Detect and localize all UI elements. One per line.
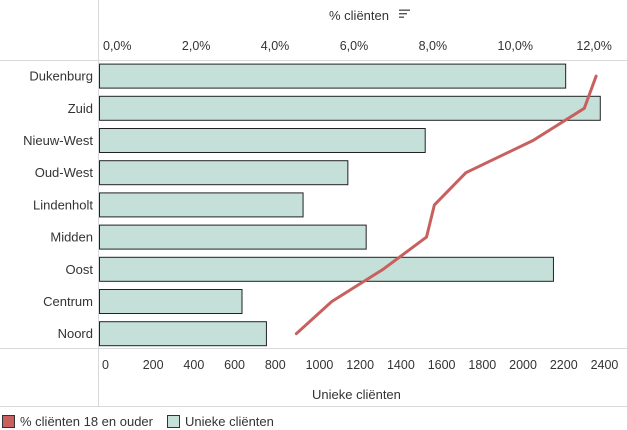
legend-item-bar[interactable]: Unieke cliënten xyxy=(166,414,274,429)
bar[interactable] xyxy=(99,321,267,347)
category-label[interactable]: Nieuw-West xyxy=(23,133,93,148)
bottom-tick-label: 2000 xyxy=(509,358,537,372)
top-tick-label: 8,0% xyxy=(419,39,448,53)
bottom-tick-label: 1800 xyxy=(468,358,496,372)
top-axis: % cliënten xyxy=(329,8,410,23)
bottom-axis-ticks: 0 200 400 600 800 1000 1200 1400 1600 1800 2000 220… xyxy=(102,358,618,372)
bar[interactable] xyxy=(99,160,349,186)
bottom-tick-label: 1400 xyxy=(387,358,415,372)
category-label[interactable]: Dukenburg xyxy=(29,69,93,84)
category-label[interactable]: Midden xyxy=(50,230,93,245)
category-label[interactable]: Noord xyxy=(58,326,93,341)
top-tick-label: 2,0% xyxy=(182,39,211,53)
legend-item-line[interactable]: % cliënten 18 en ouder xyxy=(2,414,153,429)
bottom-tick-label: 800 xyxy=(265,358,286,372)
sort-line-1 xyxy=(399,13,407,15)
bar[interactable] xyxy=(99,289,243,314)
legend-label-bar: Unieke cliënten xyxy=(184,414,274,429)
bottom-tick-label: 1000 xyxy=(306,358,334,372)
category-labels: Dukenburg Zuid Nieuw-West Oud-West Lindenhol… xyxy=(23,69,93,342)
bar[interactable] xyxy=(99,256,554,282)
legend: % cliënten 18 en ouder Unieke cliënten xyxy=(2,414,288,429)
legend-swatch-line xyxy=(2,415,15,428)
top-axis-ticks: 0,0% 2,0% 4,0% 6,0% 8,0% 10,0% 12,0% xyxy=(103,39,612,53)
category-label[interactable]: Oud-West xyxy=(35,165,94,180)
top-tick-label: 12,0% xyxy=(576,39,611,53)
top-tick-label: 4,0% xyxy=(261,39,290,53)
category-label[interactable]: Lindenholt xyxy=(33,197,93,212)
top-axis-title[interactable]: % cliënten xyxy=(329,8,389,23)
category-label[interactable]: Zuid xyxy=(68,101,93,116)
legend-label-line: % cliënten 18 en ouder xyxy=(20,414,153,429)
top-tick-label: 6,0% xyxy=(340,39,369,53)
category-label[interactable]: Oost xyxy=(66,262,94,277)
top-tick-label: 0,0% xyxy=(103,39,132,53)
sort-descending-icon[interactable] xyxy=(399,9,410,18)
line-path[interactable] xyxy=(294,74,598,336)
top-tick-label: 10,0% xyxy=(498,39,533,53)
bottom-tick-label: 0 xyxy=(102,358,109,372)
bars xyxy=(99,63,601,347)
bottom-tick-label: 2400 xyxy=(591,358,619,372)
bar[interactable] xyxy=(99,224,367,250)
legend-swatch-bar xyxy=(166,415,180,428)
category-label[interactable]: Centrum xyxy=(43,294,93,309)
bar[interactable] xyxy=(99,128,426,153)
bottom-tick-label: 1600 xyxy=(428,358,456,372)
bottom-tick-label: 600 xyxy=(224,358,245,372)
bottom-tick-label: 400 xyxy=(183,358,204,372)
bar[interactable] xyxy=(99,192,304,218)
bottom-axis-title: Unieke cliënten xyxy=(312,387,401,402)
sort-line-0 xyxy=(399,9,410,11)
bottom-tick-label: 2200 xyxy=(550,358,578,372)
sort-line-2 xyxy=(399,16,404,18)
bottom-tick-label: 200 xyxy=(143,358,164,372)
bottom-tick-label: 1200 xyxy=(346,358,374,372)
line-series xyxy=(294,74,598,336)
chart-frame xyxy=(0,0,627,407)
bar[interactable] xyxy=(99,63,567,89)
bar[interactable] xyxy=(99,95,601,121)
